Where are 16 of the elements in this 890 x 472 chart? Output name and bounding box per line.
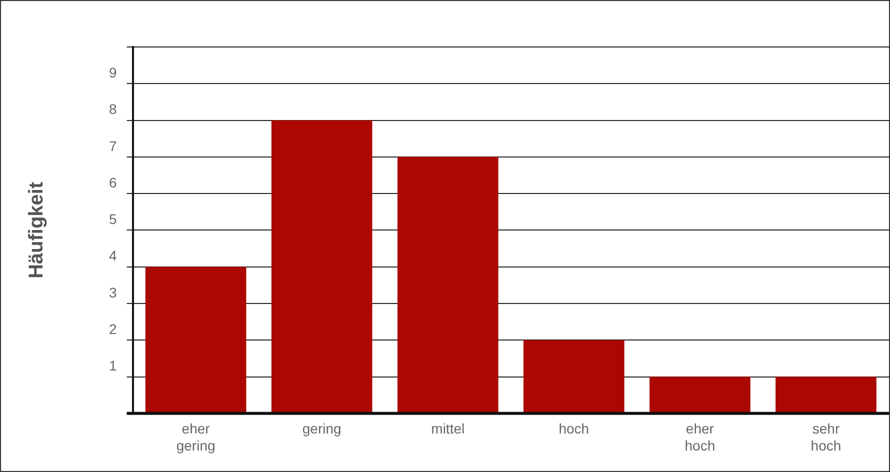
x-tick-label: eher hoch	[684, 420, 716, 454]
x-tick-label: sehr hoch	[810, 420, 842, 454]
x-tick-label: gering	[302, 420, 342, 437]
y-tick-label: 5	[108, 211, 117, 228]
y-tick-label: 9	[108, 64, 117, 80]
y-axis-title: Häufigkeit	[26, 182, 48, 279]
x-tick-label: hoch	[558, 420, 590, 437]
y-tick-label: 3	[108, 284, 117, 300]
y-tick-label: 4	[108, 248, 117, 264]
y-tick-label: 7	[108, 138, 117, 154]
y-tick-label: 8	[108, 101, 117, 118]
y-tick-label: 2	[108, 320, 117, 337]
x-tick-label: mittel	[431, 420, 465, 437]
y-tick-label: 6	[108, 174, 117, 190]
x-tick-label: eher gering	[176, 420, 216, 454]
y-tick-label: 1	[108, 358, 117, 374]
